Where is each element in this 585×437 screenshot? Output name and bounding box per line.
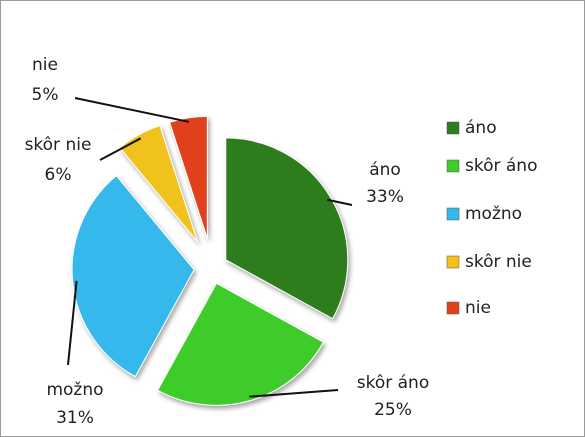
leader-line [67, 280, 78, 366]
data-label-name: možno [46, 380, 103, 400]
data-label-value: 5% [32, 85, 59, 105]
leader-line [249, 389, 339, 398]
pie-slice [157, 282, 325, 406]
legend-swatch [446, 255, 460, 269]
data-label-value: 33% [366, 187, 404, 207]
legend-label: možno [465, 204, 522, 224]
data-label-name: skôr áno [357, 373, 429, 393]
plot: áno 33% skôr áno 25% možno 31% skôr nie 6% nie 5% [25, 55, 430, 428]
pie-slice [119, 125, 199, 243]
legend-label: skôr nie [465, 252, 532, 272]
leader-line [327, 198, 353, 206]
data-label-value: 6% [45, 165, 72, 185]
legend-swatch [446, 121, 460, 135]
legend-label: skôr áno [465, 156, 537, 176]
data-label-value: 25% [374, 400, 412, 420]
pie-slice [71, 174, 195, 378]
pie-slice [168, 115, 208, 239]
data-label-name: nie [32, 55, 58, 75]
leader-line [99, 137, 142, 161]
data-label-name: áno [369, 160, 401, 180]
legend-label: áno [465, 118, 497, 138]
data-label-name: skôr nie [25, 135, 92, 155]
legend-swatch [446, 207, 460, 221]
legend: áno skôr áno možno skôr nie nie [446, 118, 537, 318]
leader-line [74, 97, 190, 123]
legend-label: nie [465, 298, 491, 318]
data-label-value: 31% [56, 408, 94, 428]
pie-slice [225, 137, 349, 320]
legend-swatch [446, 301, 460, 315]
legend-swatch [446, 159, 460, 173]
